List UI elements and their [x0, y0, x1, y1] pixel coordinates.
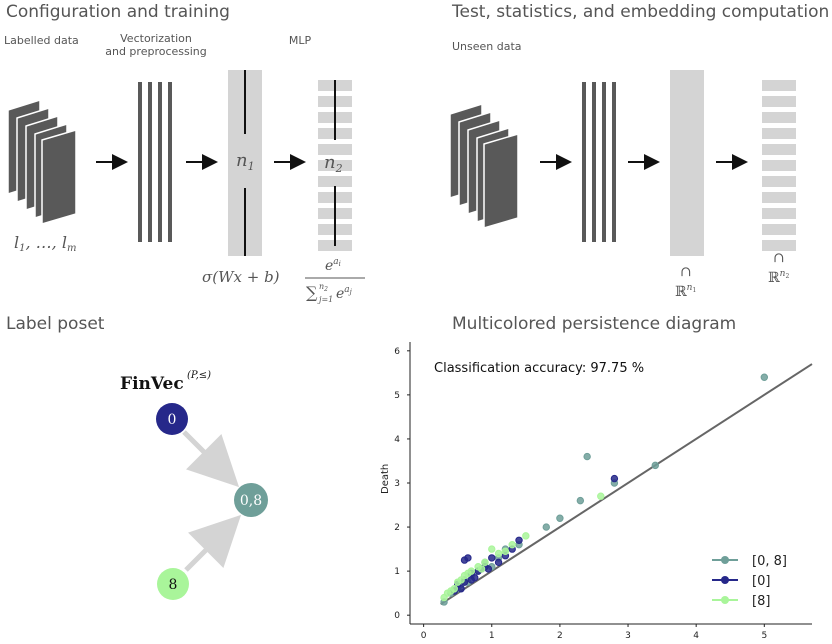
y-axis-label: Death	[380, 464, 391, 494]
panel-title-label-poset: Label poset	[6, 314, 105, 334]
diagonal-line	[440, 363, 813, 606]
data-point	[515, 536, 523, 544]
legend-label: [8]	[752, 594, 770, 609]
unseen-data-label: Unseen data	[452, 40, 522, 53]
y-tick-label: 6	[394, 347, 400, 357]
data-stack-right	[449, 102, 519, 230]
layer-n1-right	[670, 70, 704, 256]
y-tick-label: 2	[394, 523, 400, 533]
data-point	[501, 547, 510, 555]
y-tick-label: 1	[394, 567, 400, 577]
data-point	[494, 558, 503, 567]
labelled-data-label: Labelled data	[4, 34, 79, 47]
node-8	[157, 568, 189, 600]
panel-title-persistence: Multicolored persistence diagram	[452, 314, 737, 334]
layer-n2-right	[762, 80, 796, 251]
pipeline-diagrams: l1, …, lm n1 σ(Wx + b) n2 eai ∑ n2 j=1	[7, 70, 796, 304]
data-point	[477, 565, 486, 573]
y-tick-label: 3	[394, 479, 400, 489]
data-point	[467, 576, 476, 584]
activation-math: σ(Wx + b)	[202, 268, 280, 286]
edge-0-to-08	[182, 430, 240, 488]
vectorization-line2: and preprocessing	[105, 45, 207, 58]
svg-text:n2: n2	[319, 282, 328, 293]
pd-axes: 0 1 2 3 4 5 0 1 2 3 4 5 6	[394, 342, 813, 641]
x-tick-label: 5	[761, 631, 767, 641]
data-point	[651, 461, 659, 470]
mlp-label: MLP	[288, 34, 312, 47]
svg-text:∩: ∩	[680, 264, 692, 280]
y-tick-label: 4	[394, 435, 400, 445]
data-point	[522, 532, 530, 540]
x-tick-label: 3	[625, 631, 631, 641]
data-stack-left	[7, 98, 77, 226]
panel-title-configuration: Configuration and training	[6, 2, 230, 22]
y-tick-label: 5	[394, 391, 400, 401]
y-tick-label: 0	[394, 611, 400, 621]
legend-marker	[721, 576, 729, 584]
data-point	[488, 545, 496, 553]
edge-8-to-08	[184, 514, 242, 572]
data-point	[488, 554, 496, 562]
pd-points	[440, 373, 769, 606]
pd-legend: [0, 8] [0] [8]	[712, 554, 787, 609]
data-point	[447, 587, 455, 595]
data-point	[457, 585, 465, 593]
data-point	[464, 569, 472, 578]
legend-label: [0]	[752, 574, 770, 589]
node-0-label: 0	[168, 412, 177, 428]
data-point	[583, 452, 591, 461]
data-point	[542, 523, 550, 531]
data-point	[597, 492, 605, 500]
vectorization-label: Vectorization and preprocessing	[96, 32, 216, 58]
x-tick-label: 1	[489, 631, 495, 641]
inputs-math: l1, …, lm	[14, 233, 76, 254]
data-point	[760, 373, 769, 381]
data-point	[457, 576, 465, 584]
x-tick-label: 0	[421, 631, 427, 641]
data-point	[481, 558, 489, 567]
x-tick-label: 2	[557, 631, 563, 641]
vectorization-bars	[138, 82, 172, 242]
svg-text:j=1: j=1	[317, 295, 333, 304]
node-0	[156, 403, 188, 435]
data-point	[508, 540, 516, 549]
svg-text:∩: ∩	[773, 250, 785, 266]
x-tick-label: 4	[693, 631, 699, 641]
svg-text:∑: ∑	[306, 283, 318, 302]
node-08	[234, 483, 268, 517]
data-point	[440, 593, 448, 602]
accuracy-label: Classification accuracy: 97.75 %	[434, 361, 644, 376]
vectorization-line1: Vectorization	[120, 32, 192, 45]
finvec-sup: (P,≤)	[187, 370, 211, 381]
data-point	[576, 496, 585, 505]
vectorization-bars-right	[582, 82, 616, 242]
legend-marker	[721, 556, 729, 564]
data-point	[556, 514, 564, 522]
node-8-label: 8	[169, 577, 178, 593]
finvec-label: FinVec	[120, 374, 184, 394]
legend-marker	[721, 596, 729, 604]
data-point	[494, 549, 503, 558]
panel-title-test: Test, statistics, and embedding computat…	[452, 2, 830, 22]
data-point	[484, 565, 493, 573]
legend-label: [0, 8]	[752, 554, 787, 569]
data-point	[460, 556, 469, 564]
node-08-label: 0,8	[240, 493, 262, 509]
data-point	[610, 474, 619, 483]
